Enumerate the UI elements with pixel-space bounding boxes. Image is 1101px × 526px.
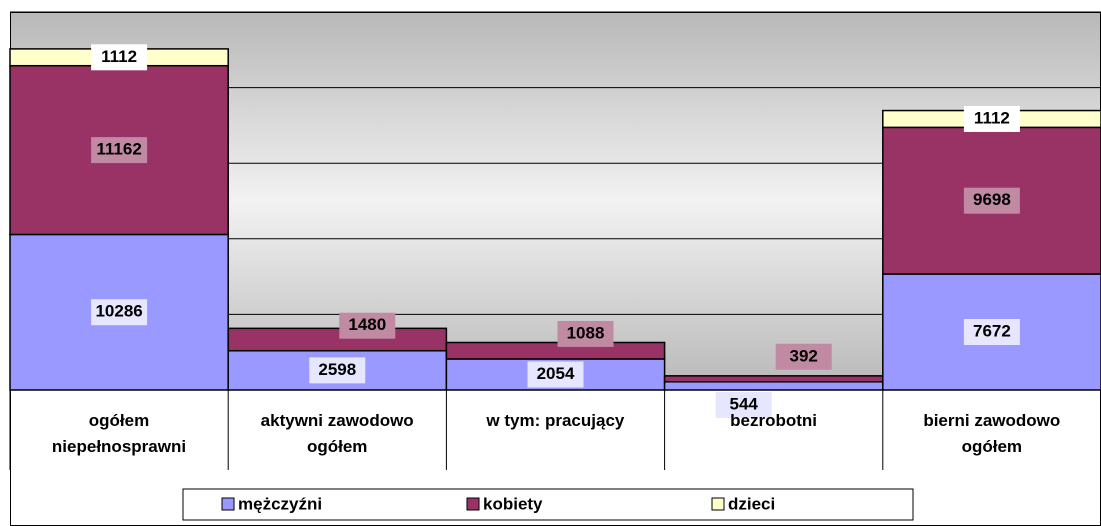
x-tick-label: aktywni zawodowo ogółem (260, 411, 414, 456)
data-label-bg (775, 343, 832, 370)
bar-segment (663, 381, 884, 391)
legend-label: dzieci (728, 494, 775, 513)
data-label-bg (339, 312, 396, 339)
x-tick-label: ogółem niepełnosprawni (51, 411, 187, 456)
data-label-bg (91, 44, 148, 71)
data-label-bg (309, 357, 366, 384)
data-label-bg (963, 105, 1020, 132)
data-label-bg (963, 318, 1020, 345)
bar-segment (445, 341, 666, 360)
legend-swatch (466, 497, 480, 511)
data-label: 7672 (973, 321, 1011, 340)
data-label: 1112 (974, 108, 1010, 127)
data-label: 11162 (96, 140, 141, 159)
bar-segment (227, 327, 448, 352)
data-label: 9698 (973, 190, 1011, 209)
data-label-bg (91, 137, 148, 164)
data-label: 1088 (567, 323, 605, 342)
data-label-bg (527, 361, 584, 388)
data-label: 10286 (95, 302, 142, 321)
data-label-bg (91, 299, 148, 326)
x-tick-label: bezrobotni (730, 411, 818, 430)
data-label: 2598 (318, 360, 356, 379)
data-label: 1480 (348, 315, 386, 334)
data-label: 544 (730, 394, 759, 413)
legend-swatch (221, 497, 235, 511)
data-label: 1112 (101, 47, 137, 66)
x-tick-label: w tym: pracujący (486, 411, 625, 430)
data-label: 392 (790, 346, 818, 365)
data-label-bg (963, 187, 1020, 214)
data-label: 2054 (537, 364, 575, 383)
data-label-bg (557, 320, 614, 347)
x-tick-label: bierni zawodowo ogółem (923, 411, 1061, 456)
data-label-bg (715, 392, 772, 418)
legend-label: mężczyźni (238, 494, 322, 513)
legend-label: kobiety (483, 494, 543, 513)
legend (182, 488, 914, 521)
legend-swatch (711, 497, 725, 511)
bar-segment (663, 375, 884, 383)
